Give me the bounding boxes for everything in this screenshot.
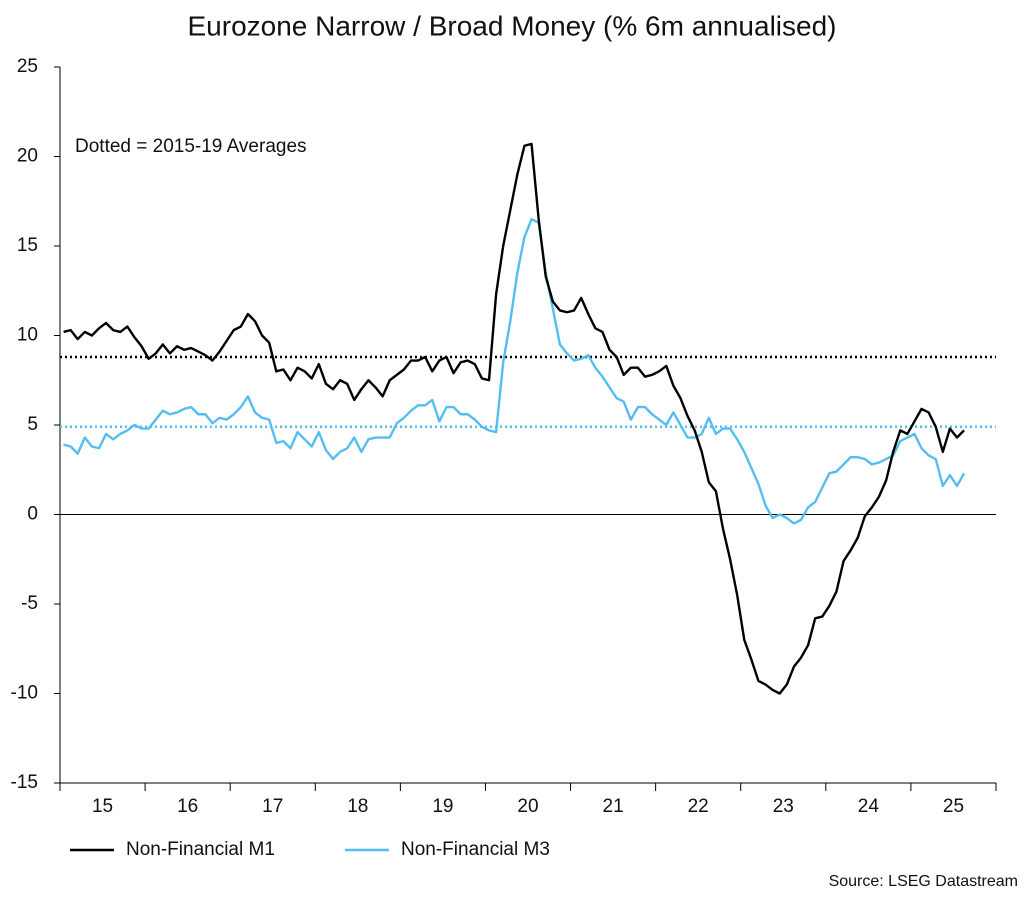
x-tick-label: 25	[943, 796, 964, 817]
legend-label: Non-Financial M3	[401, 839, 550, 860]
legend-label: Non-Financial M1	[126, 839, 275, 860]
y-tick-label: 15	[17, 235, 38, 256]
x-tick-label: 19	[432, 796, 453, 817]
x-tick-label: 24	[858, 796, 880, 817]
x-tick-label: 16	[177, 796, 198, 817]
y-tick-label: 0	[27, 504, 38, 525]
y-tick-label: -5	[21, 593, 38, 614]
y-tick-label: 10	[17, 325, 38, 346]
x-tick-label: 17	[262, 796, 283, 817]
x-tick-label: 20	[517, 796, 538, 817]
y-tick-label: 20	[17, 146, 38, 167]
y-tick-label: -15	[11, 772, 38, 793]
x-tick-label: 18	[347, 796, 368, 817]
chart-title: Eurozone Narrow / Broad Money (% 6m annu…	[188, 10, 837, 41]
series-line	[63, 142, 965, 695]
series-line	[63, 217, 966, 525]
y-tick-label: -10	[11, 683, 38, 704]
y-tick-label: 25	[17, 56, 38, 77]
x-tick-label: 22	[688, 796, 709, 817]
x-tick-label: 21	[603, 796, 624, 817]
x-tick-label: 23	[773, 796, 794, 817]
annotation: Dotted = 2015-19 Averages	[75, 136, 307, 157]
source-note: Source: LSEG Datastream	[829, 873, 1018, 890]
y-tick-label: 5	[27, 414, 38, 435]
x-tick-label: 15	[92, 796, 113, 817]
